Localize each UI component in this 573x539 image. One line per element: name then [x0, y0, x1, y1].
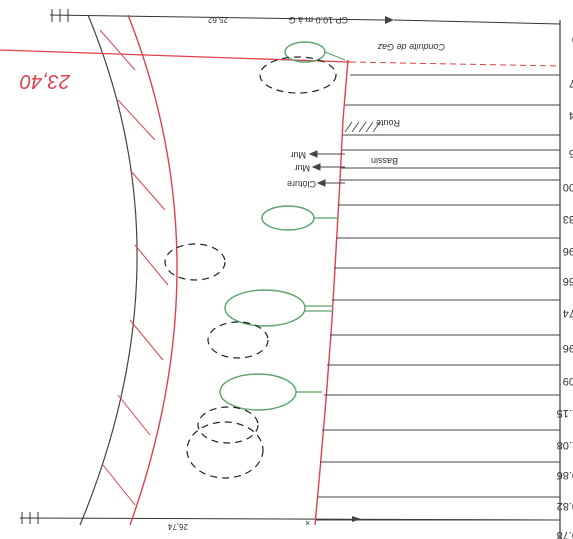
wall-label-1: Mur [290, 150, 306, 160]
edge-value: .4 [569, 109, 573, 121]
gas-pipe-line [349, 61, 561, 67]
edge-value: 1.15 [557, 407, 573, 419]
tree-3 [224, 289, 333, 327]
edge-values: 0 .7 .4 .5 .00 .33 .96 .66 .74 .96 .09 1… [557, 33, 573, 539]
route-hatch-block [344, 121, 381, 133]
edge-value: .00 [563, 181, 573, 193]
edge-value: .09 [563, 375, 573, 387]
edge-value: 1.08 [557, 439, 573, 451]
road-hatching [99, 29, 169, 506]
red-boundary-line [314, 59, 349, 526]
dashed-outlines [164, 56, 337, 479]
red-road-curve [127, 14, 178, 526]
edge-value: .7 [569, 77, 573, 89]
edge-value: 0.78 [557, 529, 573, 539]
road-edge-curve [79, 14, 138, 526]
top-distance: 25,62 [207, 15, 228, 24]
edge-value: .96 [563, 245, 573, 257]
svg-text:×: × [305, 518, 310, 528]
edge-value: .74 [563, 307, 573, 319]
red-diagonal-line [0, 49, 351, 63]
fence-label: Clôture [287, 179, 316, 189]
edge-value: .96 [563, 342, 573, 354]
edge-value: 0 [572, 33, 573, 45]
tree-4 [219, 373, 322, 411]
edge-value: .5 [569, 147, 573, 159]
gas-pipe-label: Conduite de Gaz [377, 42, 445, 52]
parcel-lines [316, 74, 560, 521]
basin-label: Bassin [371, 156, 398, 166]
bottom-distance: 26,74 [167, 522, 188, 531]
edge-value: 0.86 [557, 469, 573, 481]
tree-2 [261, 205, 338, 231]
rotated-labels: Conduite de Gaz Route Bassin Mur Mur Clô… [20, 15, 445, 531]
label-arrows [308, 150, 345, 187]
cp-label: CP 10.0 m à G [289, 15, 348, 25]
top-dimension-line [49, 9, 561, 25]
tree-1 [284, 41, 346, 63]
edge-value: .66 [563, 275, 573, 287]
edge-value: .33 [563, 213, 573, 225]
road-label: Route [376, 118, 400, 128]
handwritten-note: 23,40 [20, 70, 71, 92]
wall-label-2: Mur [294, 163, 310, 173]
edge-value: 0.82 [557, 500, 573, 512]
